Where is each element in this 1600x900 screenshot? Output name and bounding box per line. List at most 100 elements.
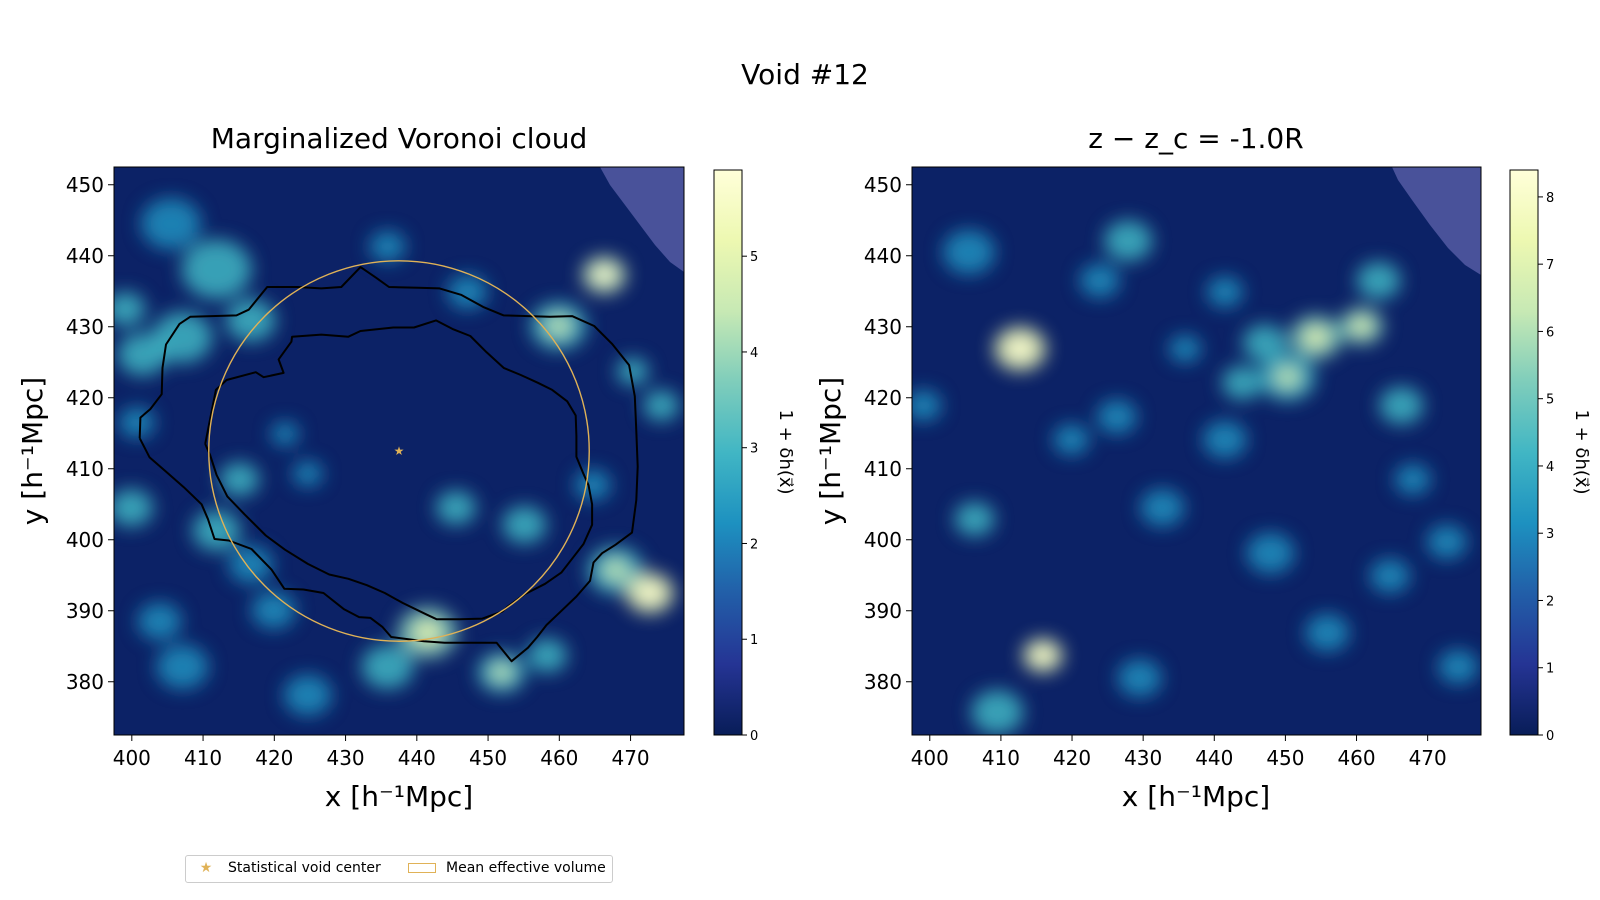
y-tick-label: 440 [864, 244, 902, 268]
panel1-colorbar-label: 1 + δh(x⃗) [775, 409, 796, 494]
density-peak [546, 314, 572, 338]
y-tick-label: 450 [66, 173, 104, 197]
density-blob [1246, 532, 1295, 574]
density-blob [114, 292, 146, 326]
x-tick-label: 470 [611, 746, 649, 770]
x-tick-label: 460 [540, 746, 578, 770]
density-blob [181, 239, 252, 299]
panel2-colorbar-label: 1 + δh(x⃗) [1571, 409, 1592, 494]
density-peak [1304, 327, 1328, 348]
x-tick-label: 400 [113, 746, 151, 770]
panel-voronoi-cloud: Marginalized Voronoi cloud ★ 400 410 420 43… [16, 122, 796, 813]
panel1-heatmap [114, 198, 680, 716]
density-blob [271, 422, 299, 446]
panel1-colorbar-ticks: 0 1 2 3 4 5 [742, 250, 758, 744]
panel1-ylabel: y [h⁻¹Mpc] [16, 377, 49, 525]
panel1-title: Marginalized Voronoi cloud [211, 122, 587, 155]
rectangle-icon [408, 863, 436, 873]
x-tick-label: 430 [1124, 746, 1162, 770]
panel1-xlabel: x [h⁻¹Mpc] [325, 780, 473, 813]
x-tick-label: 420 [255, 746, 293, 770]
density-blob [643, 390, 680, 421]
colorbar-tick-label: 3 [750, 442, 758, 457]
colorbar-tick-label: 0 [750, 729, 758, 744]
y-tick-label: 400 [66, 528, 104, 552]
colorbar-tick-label: 8 [1546, 191, 1554, 206]
panel-slice: z − z_c = -1.0R 400 410 420 430 440 450 460 470… [814, 122, 1592, 813]
void-center-star-icon: ★ [394, 444, 405, 458]
y-tick-label: 390 [66, 599, 104, 623]
colorbar-tick-label: 5 [1546, 393, 1554, 408]
density-blob [616, 357, 649, 386]
legend-item-void-center: ★ Statistical void center [196, 860, 381, 876]
density-blob [942, 230, 995, 275]
density-blob [1169, 335, 1202, 363]
panel1-frame [113, 166, 685, 736]
panel1-contours [138, 266, 639, 663]
figure-suptitle: Void #12 [741, 58, 869, 91]
panel2-ylabel: y [h⁻¹Mpc] [814, 377, 847, 525]
density-peak [490, 662, 513, 683]
panel1-mask-corner [600, 167, 684, 272]
colorbar-tick-label: 2 [1546, 594, 1554, 609]
x-tick-label: 460 [1337, 746, 1375, 770]
void-contour-line [138, 266, 639, 663]
density-blob [1242, 324, 1287, 362]
density-peak [1274, 365, 1301, 389]
density-peak [1351, 317, 1372, 335]
density-blob [1079, 263, 1120, 298]
density-peak [1008, 338, 1032, 360]
density-blob [283, 674, 332, 716]
density-blob [1305, 614, 1350, 652]
density-blob [574, 469, 611, 501]
colorbar-tick-label: 7 [1546, 258, 1554, 273]
density-blob [156, 644, 209, 689]
y-tick-label: 380 [864, 670, 902, 694]
panel2-title: z − z_c = -1.0R [1088, 122, 1303, 155]
x-tick-label: 440 [1195, 746, 1233, 770]
density-blob [1104, 220, 1153, 262]
density-blob [137, 602, 182, 641]
density-blob [1369, 558, 1410, 593]
density-blob [292, 460, 323, 487]
panel1-y-ticks: 380 390 400 410 420 430 440 450 [66, 173, 114, 694]
panel1-x-ticks: 400 410 420 430 440 450 460 470 [113, 735, 650, 770]
density-blob [527, 638, 568, 673]
panel2-y-ticks: 380 390 400 410 420 430 440 450 [864, 173, 912, 694]
density-peak [1033, 647, 1052, 664]
density-blob [1206, 276, 1243, 308]
density-blob [954, 502, 995, 537]
panel2-colorbar-ticks: 0 1 2 3 4 5 6 7 8 [1538, 191, 1554, 744]
y-tick-label: 430 [864, 315, 902, 339]
y-tick-label: 420 [66, 386, 104, 410]
density-blob [1140, 489, 1185, 527]
colorbar-tick-label: 3 [1546, 527, 1554, 542]
density-blob [1379, 386, 1424, 425]
x-tick-label: 450 [1266, 746, 1304, 770]
density-peak [639, 583, 661, 603]
x-tick-label: 470 [1409, 746, 1447, 770]
density-blob [1426, 524, 1467, 559]
y-tick-label: 430 [66, 315, 104, 339]
void-contour-line [204, 319, 594, 621]
legend: ★ Statistical void center Mean effective… [185, 855, 613, 883]
panel2-x-ticks: 400 410 420 430 440 450 460 470 [911, 735, 1447, 770]
density-blob [1222, 365, 1263, 400]
panel2-frame [911, 166, 1482, 736]
density-blob [447, 274, 488, 309]
density-blob [971, 690, 1024, 735]
mean-effective-volume-circle [208, 260, 590, 642]
density-blob [1438, 649, 1479, 684]
colorbar-tick-label: 4 [1546, 460, 1554, 475]
legend-label-void-center: Statistical void center [228, 860, 381, 876]
colorbar-tick-label: 6 [1546, 325, 1554, 340]
legend-item-effective-volume: Mean effective volume [408, 860, 606, 876]
density-blob [225, 299, 276, 342]
panel2-xlabel: x [h⁻¹Mpc] [1122, 780, 1270, 813]
y-tick-label: 440 [66, 244, 104, 268]
panel2-mask-corner [1392, 167, 1481, 275]
x-tick-label: 440 [398, 746, 436, 770]
y-tick-label: 390 [864, 599, 902, 623]
colorbar-tick-label: 4 [750, 346, 758, 361]
